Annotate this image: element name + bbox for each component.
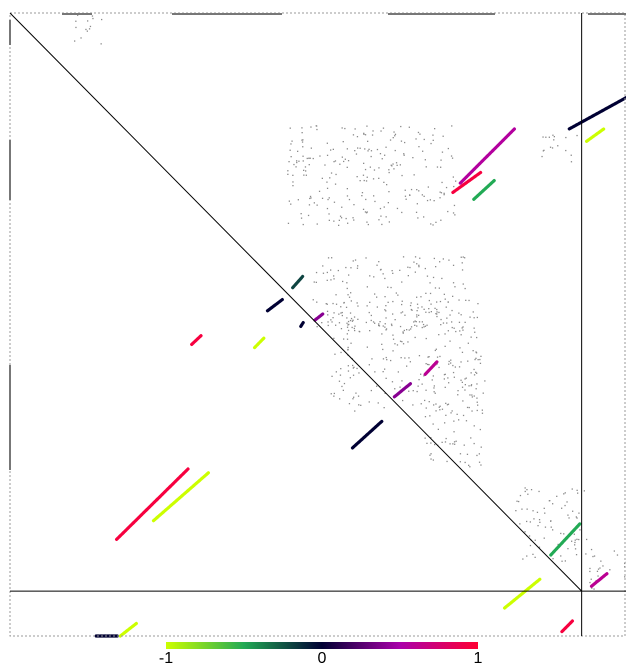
correlation-segment [567, 96, 626, 131]
correlation-segment [118, 621, 138, 638]
faint-cell-cluster [330, 299, 479, 412]
correlation-segment [313, 312, 325, 322]
segments-layer [94, 96, 626, 638]
colorbar-tick-label: 1 [474, 650, 483, 665]
faint-cell-cluster [424, 355, 486, 468]
correlation-segment [151, 471, 210, 523]
correlation-segment [423, 360, 439, 376]
correlation-segment [265, 298, 284, 313]
correlation-segment [584, 127, 606, 143]
correlation-segment [503, 577, 542, 610]
correlation-segment [472, 179, 496, 201]
correlation-segment [299, 321, 305, 328]
faint-cell-cluster [541, 134, 578, 163]
faint-cell-cluster [74, 14, 103, 45]
correlation-segment [350, 419, 384, 450]
correlation-segment [190, 334, 203, 346]
correlation-segment [291, 274, 305, 290]
colorbar: -1 0 1 [159, 642, 483, 665]
correlation-segment [114, 467, 190, 542]
diagonal-line [9, 12, 583, 592]
plot-frame [9, 12, 626, 637]
plot-border [9, 12, 626, 637]
correlation-segment [451, 170, 483, 194]
correlation-segment [253, 336, 266, 350]
faint-cell-cluster [287, 125, 457, 226]
faint-cell-cluster [312, 256, 466, 332]
faint-cell-cluster [515, 487, 588, 562]
correlation-segment [560, 619, 575, 634]
correlation-segment [549, 522, 582, 557]
colorbar-tick-label: -1 [159, 650, 173, 665]
colorbar-tick-label: 0 [318, 650, 327, 665]
colorbar-gradient [166, 642, 478, 649]
correlation-segment [392, 382, 412, 399]
faint-cells-layer [74, 14, 626, 590]
correlation-segment [589, 572, 609, 588]
correlation-segment [458, 127, 517, 185]
